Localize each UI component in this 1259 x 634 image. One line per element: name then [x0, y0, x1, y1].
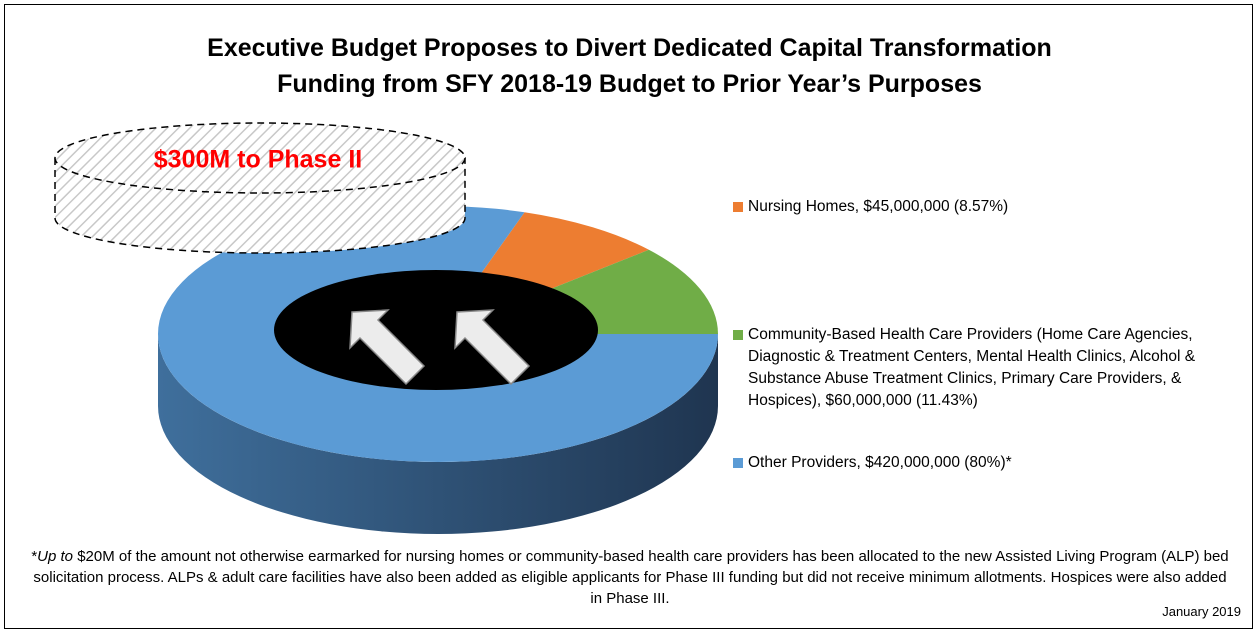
- legend-entry: Community-Based Health Care Providers (H…: [733, 324, 1238, 412]
- chart-title: Funding from SFY 2018-19 Budget to Prior…: [277, 70, 982, 98]
- legend-swatch: [733, 458, 743, 468]
- frame: [4, 4, 1253, 629]
- arrow: [349, 309, 426, 386]
- donut-hole: [274, 270, 598, 390]
- date: January 2019: [1162, 604, 1241, 619]
- legend-entry: Nursing Homes, $45,000,000 (8.57%): [733, 196, 1238, 218]
- chart-title: Executive Budget Proposes to Divert Dedi…: [207, 34, 1052, 62]
- arrow: [454, 309, 531, 386]
- legend-swatch: [733, 330, 743, 340]
- footnote-text: $20M of the amount not otherwise earmark…: [33, 548, 1229, 607]
- footnote-mark: *: [31, 548, 38, 565]
- cylinder-top: [54, 122, 466, 194]
- legend-label: Nursing Homes, $45,000,000 (8.57%): [748, 198, 1009, 215]
- footnote-emphasis: Up to: [37, 548, 74, 565]
- pie: [158, 205, 718, 534]
- footnote: *Up to $20M of the amount not otherwise …: [30, 546, 1230, 609]
- slice-side: [158, 334, 718, 534]
- legend-swatch: [733, 202, 743, 212]
- annotation: $300M to Phase II: [154, 146, 362, 174]
- arrows: [349, 309, 531, 386]
- legend-label: Community-Based Health Care Providers (H…: [748, 326, 1196, 409]
- legend-entry: Other Providers, $420,000,000 (80%)*: [733, 452, 1238, 474]
- cylinder: $300M to Phase II: [54, 122, 466, 254]
- legend-label: Other Providers, $420,000,000 (80%)*: [748, 454, 1012, 471]
